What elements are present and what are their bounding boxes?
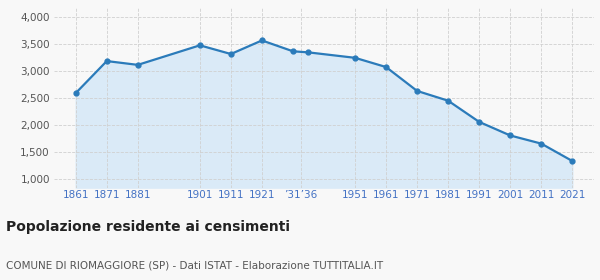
Text: COMUNE DI RIOMAGGIORE (SP) - Dati ISTAT - Elaborazione TUTTITALIA.IT: COMUNE DI RIOMAGGIORE (SP) - Dati ISTAT …: [6, 261, 383, 271]
Text: Popolazione residente ai censimenti: Popolazione residente ai censimenti: [6, 220, 290, 234]
